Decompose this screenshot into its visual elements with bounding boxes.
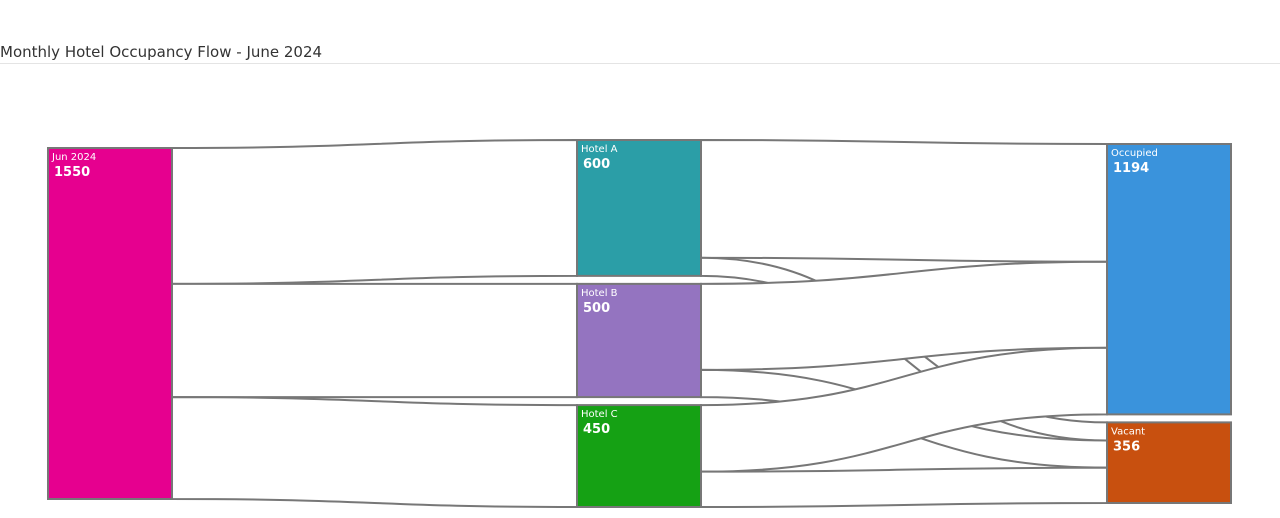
node-hotelC[interactable]: Hotel C 450 [576,404,702,508]
node-rect-occupied[interactable] [1106,143,1232,416]
node-value-vacant: 356 [1113,439,1140,454]
links-layer [171,138,1108,509]
node-vacant[interactable]: Vacant 356 [1106,421,1232,505]
node-hotelB[interactable]: Hotel B 500 [576,282,702,399]
link-hotelC-to-vacant[interactable] [700,466,1108,509]
node-label-hotelC: Hotel C [581,409,618,420]
node-label-hotelB: Hotel B [581,288,618,299]
node-jun2024[interactable]: Jun 2024 1550 [47,147,173,500]
node-rect-vacant[interactable] [1106,421,1232,505]
node-rect-hotelA[interactable] [576,139,702,277]
node-rect-hotelC[interactable] [576,404,702,508]
node-value-hotelA: 600 [583,157,610,172]
node-rect-jun2024[interactable] [47,147,173,500]
node-value-jun2024: 1550 [54,165,90,180]
link-hotelA-to-occupied[interactable] [700,138,1108,263]
node-label-hotelA: Hotel A [581,144,618,155]
node-label-vacant: Vacant [1111,426,1145,437]
chart-title: Monthly Hotel Occupancy Flow - June 2024 [0,43,323,61]
node-label-occupied: Occupied [1111,148,1158,159]
link-jun2024-to-hotelC[interactable] [171,396,578,509]
nodes-layer: Jun 2024 1550 Hotel A 600 Hotel B 500 Hotel C 4… [47,139,1232,508]
node-hotelA[interactable]: Hotel A 600 [576,139,702,277]
node-value-hotelB: 500 [583,301,610,316]
link-jun2024-to-hotelA[interactable] [171,138,578,285]
node-value-hotelC: 450 [583,422,610,437]
title-bar: Monthly Hotel Occupancy Flow - June 2024 [0,40,1280,64]
node-occupied[interactable]: Occupied 1194 [1106,143,1232,416]
link-jun2024-to-hotelB[interactable] [171,282,578,399]
node-value-occupied: 1194 [1113,161,1149,176]
node-label-jun2024: Jun 2024 [51,152,96,163]
node-rect-hotelB[interactable] [576,282,702,399]
